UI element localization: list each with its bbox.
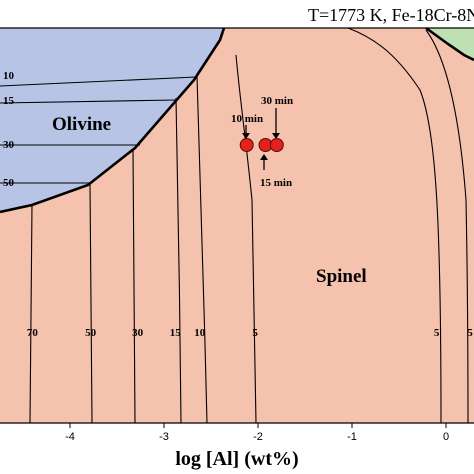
olivine-iso-label: 30 (3, 139, 15, 151)
green-boundary-line (425, 26, 474, 62)
spinel-iso-label: 30 (132, 327, 144, 339)
spinel-label: Spinel (316, 266, 367, 287)
spinel-iso-label: 15 (170, 327, 182, 339)
spinel-iso-label: 5 (467, 327, 473, 339)
spinel-iso-line (29, 204, 33, 424)
point-label-30min: 30 min (261, 95, 293, 107)
data-point (269, 138, 284, 152)
data-point (239, 138, 254, 152)
point-label-10min: 10 min (231, 113, 263, 125)
olivine-iso-line (0, 99, 177, 104)
olivine-iso-label: 15 (3, 95, 15, 107)
spinel-iso-line (89, 183, 93, 424)
spinel-iso-label: 5 (252, 327, 258, 339)
x-tick-label: -1 (347, 431, 357, 443)
x-tick-layer: -4 -3 -2 -1 0 (65, 423, 449, 443)
spinel-iso-label: 70 (27, 327, 39, 339)
spinel-iso-label: 5 (434, 327, 440, 339)
olivine-iso-label: 50 (3, 177, 15, 189)
olivine-iso-label: 10 (3, 70, 15, 82)
spinel-iso-line (425, 29, 469, 424)
x-tick-label: -3 (159, 431, 169, 443)
x-axis-label: log [Al] (wt%) (175, 448, 298, 470)
spinel-iso-line (175, 97, 182, 424)
olivine-iso-line (0, 76, 197, 87)
point-layer (239, 138, 284, 152)
iso-label-layer: 70 50 30 15 10 5 5 5 (27, 327, 473, 339)
spinel-iso-line (132, 149, 136, 424)
x-tick-label: 0 (443, 431, 449, 443)
olivine-label: Olivine (52, 114, 111, 135)
spinel-iso-line (235, 54, 257, 424)
olivine-region (0, 28, 224, 212)
point-arrows (242, 108, 280, 170)
chart-title: T=1773 K, Fe-18Cr-8Ni-1Mn-Si-Al-O, Mg (308, 5, 474, 25)
spinel-iso-label: 10 (194, 327, 206, 339)
spinel-iso-line (347, 27, 442, 424)
spinel-iso-line (196, 75, 208, 424)
point-label-15min: 15 min (260, 177, 292, 189)
spinel-iso-label: 50 (85, 327, 97, 339)
x-tick-label: -4 (65, 431, 75, 443)
x-tick-label: -2 (253, 431, 263, 443)
